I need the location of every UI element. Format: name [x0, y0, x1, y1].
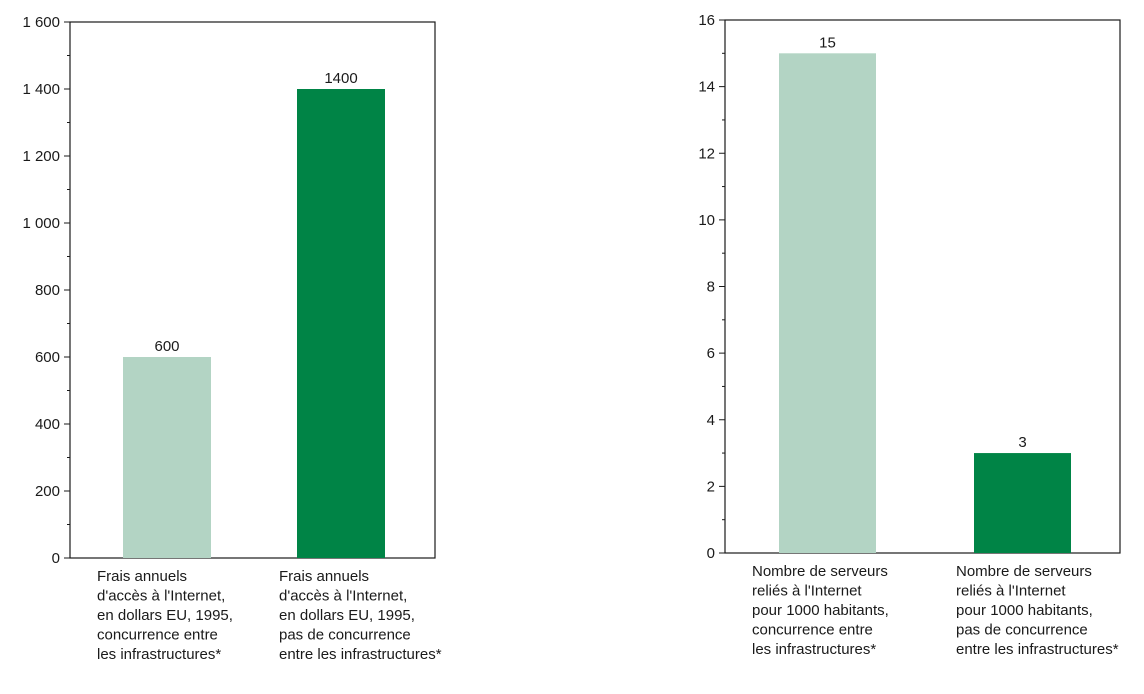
- category-label-line: pour 1000 habitants,: [956, 602, 1093, 619]
- category-label: Frais annuels d'accès à l'Internet, en dol…: [279, 568, 442, 663]
- bar-value-label: 1400: [324, 70, 357, 87]
- category-label-line: en dollars EU, 1995,: [279, 607, 415, 624]
- category-label-line: d'accès à l'Internet,: [97, 588, 225, 605]
- bar-value-label: 3: [1018, 434, 1026, 451]
- bar: [297, 89, 385, 558]
- chart-internet-servers-per-1000: 0 2 4 6 8 10 12 14 16 15 3 Nombre de serveurs reliés…: [698, 12, 1121, 658]
- y-tick-label: 0: [52, 550, 60, 567]
- bar-value-label: 600: [154, 338, 179, 355]
- y-tick-label: 1 400: [22, 81, 60, 98]
- category-label-line: entre les infrastructures*: [956, 641, 1119, 658]
- y-tick-label: 2: [707, 478, 715, 495]
- y-tick-label: 1 200: [22, 148, 60, 165]
- y-tick-label: 4: [707, 412, 715, 429]
- y-tick-label: 14: [698, 79, 715, 96]
- chart-internet-access-fees: 0 200 400 600 800 1 000 1 200 1 400 1 600 600 1400…: [22, 14, 441, 663]
- category-label-line: d'accès à l'Internet,: [279, 588, 407, 605]
- y-tick-label: 16: [698, 12, 715, 29]
- category-label-line: Frais annuels: [97, 568, 187, 585]
- y-tick-label: 8: [707, 279, 715, 296]
- y-tick-label: 12: [698, 145, 715, 162]
- category-label-line: les infrastructures*: [97, 646, 221, 663]
- bar: [779, 53, 876, 553]
- category-label-line: reliés à l'Internet: [956, 583, 1066, 600]
- category-label: Nombre de serveurs reliés à l'Internet pou…: [752, 563, 889, 658]
- y-tick-label: 200: [35, 483, 60, 500]
- y-tick-label: 10: [698, 212, 715, 229]
- bar-value-label: 15: [819, 34, 836, 51]
- category-label-line: en dollars EU, 1995,: [97, 607, 233, 624]
- category-label-line: Nombre de serveurs: [752, 563, 888, 580]
- category-label-line: concurrence entre: [97, 627, 218, 644]
- category-label-line: reliés à l'Internet: [752, 583, 862, 600]
- category-label-line: Nombre de serveurs: [956, 563, 1092, 580]
- y-tick-label: 1 600: [22, 14, 60, 31]
- category-label-line: concurrence entre: [752, 622, 873, 639]
- category-label: Frais annuels d'accès à l'Internet, en dol…: [97, 568, 233, 663]
- category-label-line: Frais annuels: [279, 568, 369, 585]
- bar: [974, 453, 1071, 553]
- bar: [123, 357, 211, 558]
- y-tick-label: 800: [35, 282, 60, 299]
- category-label-line: pas de concurrence: [956, 622, 1088, 639]
- y-tick-label: 6: [707, 345, 715, 362]
- category-label: Nombre de serveurs reliés à l'Internet pou…: [956, 563, 1119, 658]
- y-tick-label: 0: [707, 545, 715, 562]
- y-tick-label: 600: [35, 349, 60, 366]
- category-label-line: les infrastructures*: [752, 641, 876, 658]
- category-label-line: pour 1000 habitants,: [752, 602, 889, 619]
- y-tick-label: 1 000: [22, 215, 60, 232]
- category-label-line: pas de concurrence: [279, 627, 411, 644]
- category-label-line: entre les infrastructures*: [279, 646, 442, 663]
- y-tick-label: 400: [35, 416, 60, 433]
